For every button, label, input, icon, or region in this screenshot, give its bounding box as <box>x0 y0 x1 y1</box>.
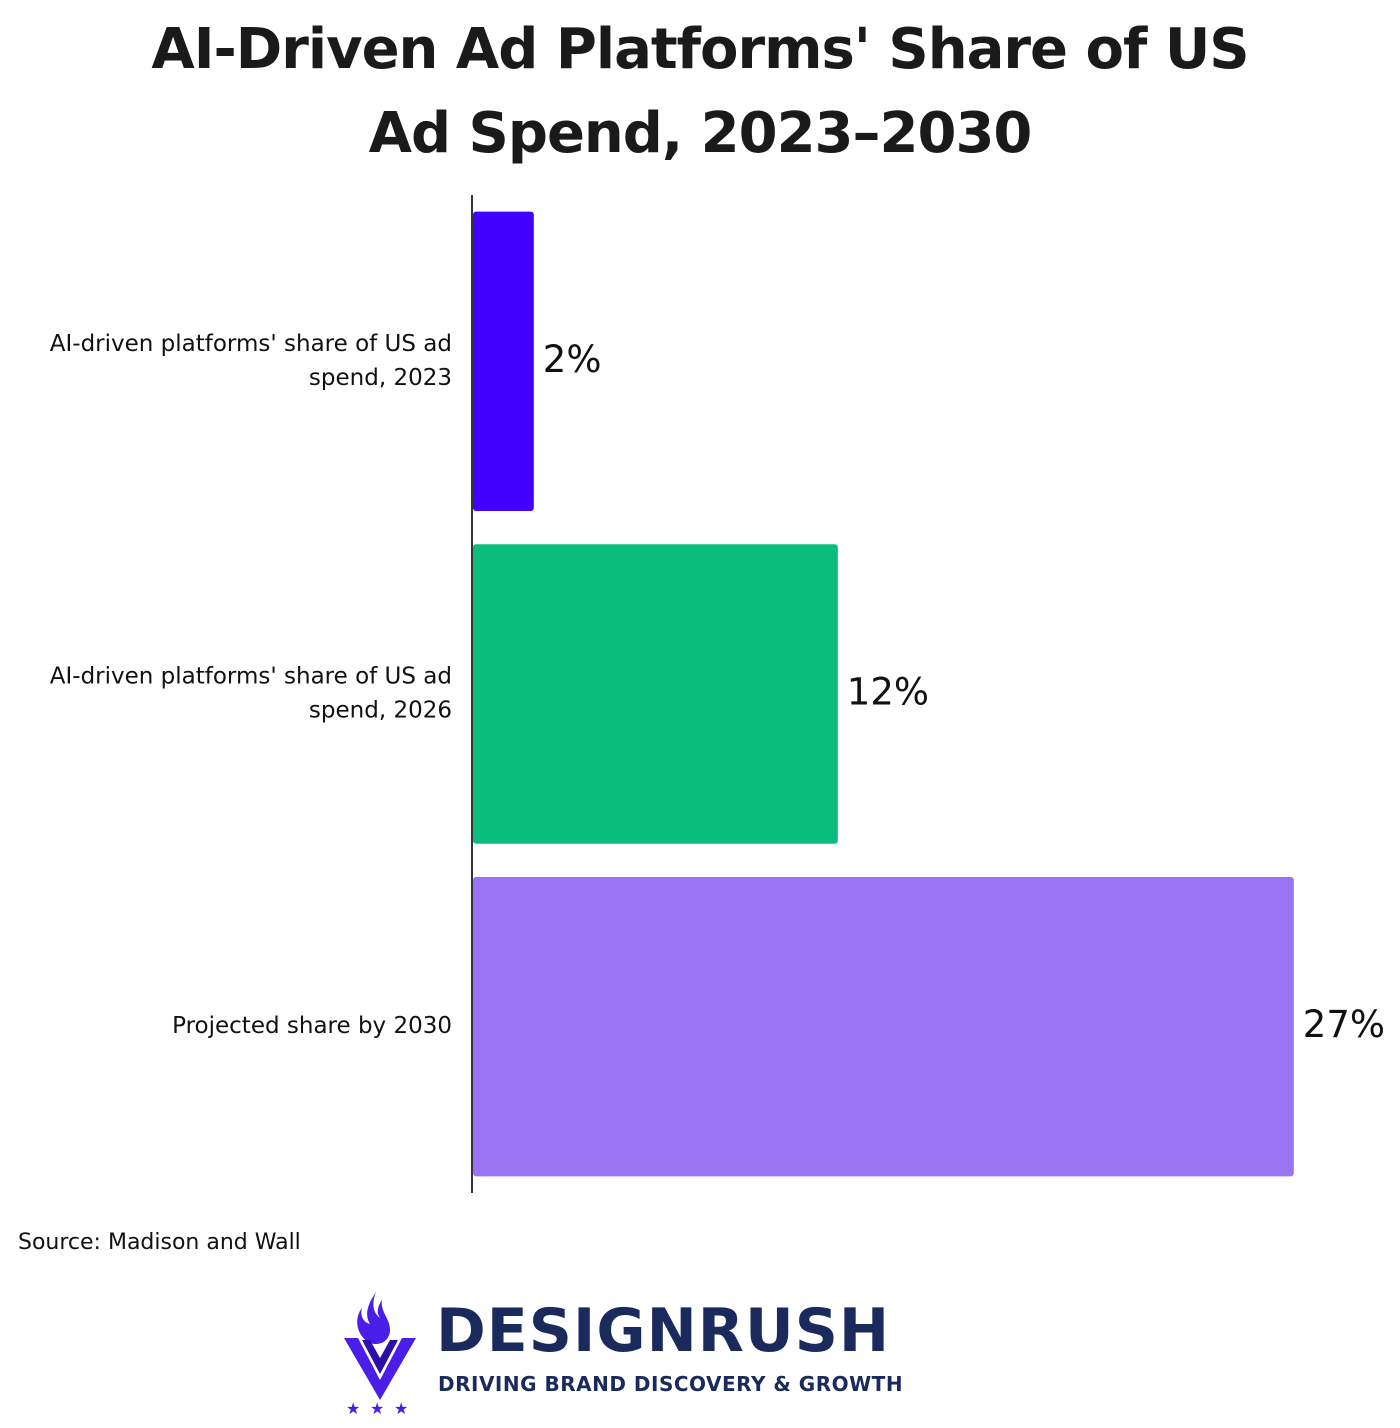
svg-text:★: ★ <box>394 1399 408 1418</box>
logo-wordmark: DESIGNRUSH <box>436 1296 891 1366</box>
category-label-2: AI-driven platforms' share of US ad spend… <box>50 664 452 724</box>
bar-value-label-2: 12% <box>847 671 929 714</box>
logo-tagline: DRIVING BRAND DISCOVERY & GROWTH <box>438 1372 904 1396</box>
bar-2 <box>473 544 838 844</box>
chart-title-line-2: Ad Spend, 2023–2030 <box>368 101 1033 166</box>
bar-chart: 2% AI-driven platforms' share of US ad spe… <box>50 195 1400 1193</box>
labels-group: 2% AI-driven platforms' share of US ad spe… <box>50 331 1400 1046</box>
bar-value-label-1: 2% <box>543 338 602 381</box>
category-label-1: AI-driven platforms' share of US ad spend… <box>50 331 452 391</box>
category-label-line: spend, 2023 <box>309 365 452 391</box>
category-label-line: AI-driven platforms' share of US ad <box>50 331 452 357</box>
svg-text:★: ★ <box>370 1399 384 1418</box>
category-label-line: Projected share by 2030 <box>172 1013 452 1039</box>
chart-title-line-1: AI-Driven Ad Platforms' Share of US <box>151 17 1249 82</box>
category-label-3: Projected share by 2030 <box>172 1013 452 1039</box>
designrush-logo-mark-icon: ★ ★ ★ <box>344 1292 416 1418</box>
category-label-line: spend, 2026 <box>309 698 452 724</box>
bar-1 <box>473 211 534 512</box>
bar-3 <box>473 876 1294 1177</box>
designrush-logo: ★ ★ ★ DESIGNRUSH DRIVING BRAND DISCOVERY… <box>340 1288 960 1418</box>
bars-group <box>473 211 1294 1177</box>
source-note: Source: Madison and Wall <box>18 1230 301 1255</box>
svg-text:★: ★ <box>346 1399 360 1418</box>
category-label-line: AI-driven platforms' share of US ad <box>50 664 452 690</box>
chart-title: AI-Driven Ad Platforms' Share of US Ad S… <box>0 8 1400 176</box>
bar-value-label-3: 27% ($158B) <box>1303 1003 1400 1046</box>
